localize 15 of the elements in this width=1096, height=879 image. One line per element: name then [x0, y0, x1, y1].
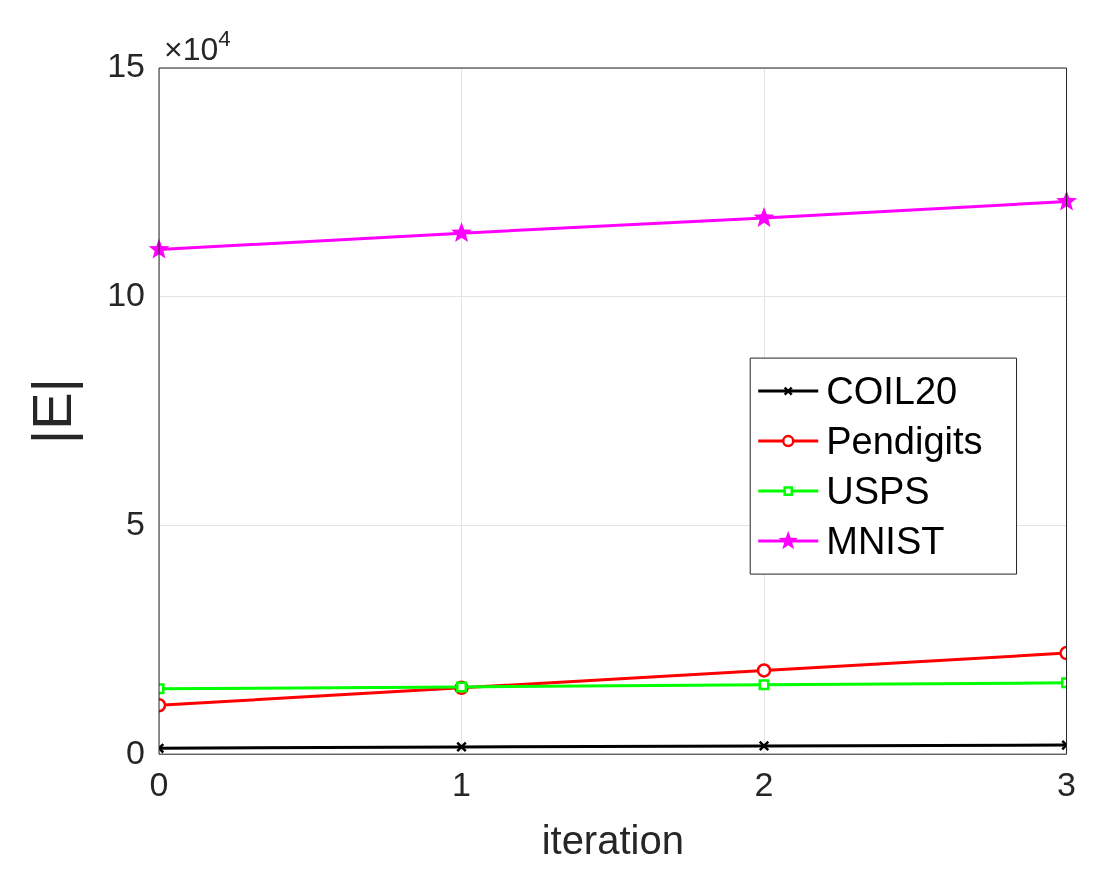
y-tick-label: 5: [126, 503, 146, 542]
point: [753, 207, 775, 227]
point: [451, 222, 472, 243]
legend-label: USPS: [826, 469, 930, 512]
y-axis-title: |E|: [20, 377, 84, 445]
y-tick-label: 0: [126, 732, 146, 771]
legend-label: MNIST: [826, 519, 945, 562]
y-tick-label: 15: [107, 46, 146, 85]
x-tick-label: 1: [452, 764, 471, 803]
legend-label: COIL20: [826, 369, 958, 412]
y-tick-label: 10: [107, 275, 146, 314]
x-tick-label: 2: [754, 764, 774, 803]
legend-label: Pendigits: [826, 419, 983, 462]
x-axis-title: iteration: [541, 818, 684, 863]
x-tick-label: 3: [1057, 764, 1077, 803]
